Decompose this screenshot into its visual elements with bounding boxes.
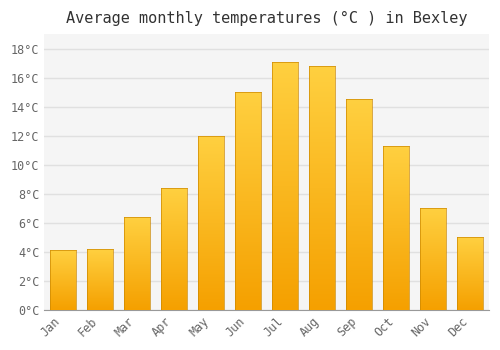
Title: Average monthly temperatures (°C ) in Bexley: Average monthly temperatures (°C ) in Be…: [66, 11, 468, 26]
